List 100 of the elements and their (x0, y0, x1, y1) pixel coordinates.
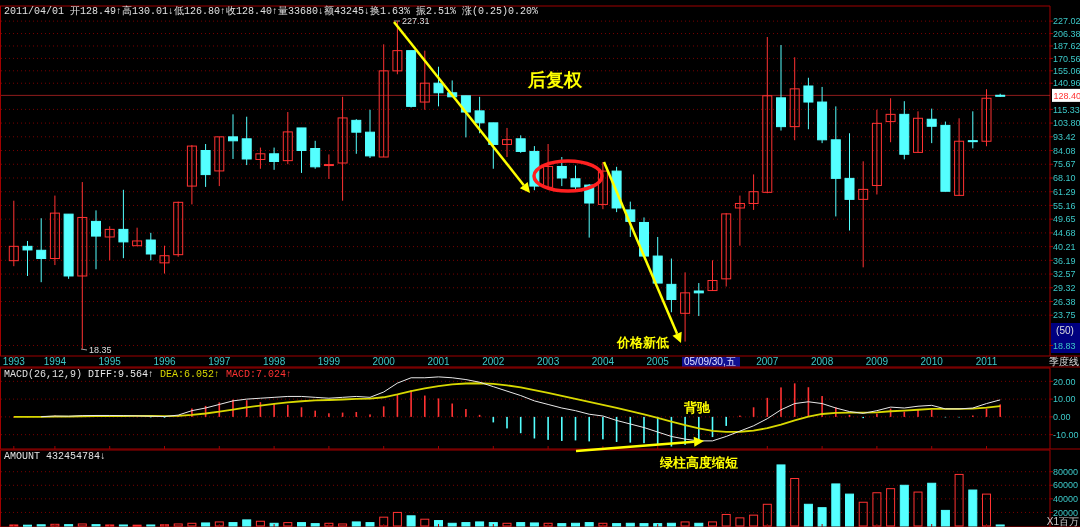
candlestick (91, 209, 101, 270)
y-tick-label: 140.96 (1053, 78, 1080, 89)
bar (242, 519, 252, 527)
bar (913, 491, 923, 527)
bar (160, 524, 169, 527)
bar (790, 478, 800, 527)
candlestick (666, 258, 677, 313)
candlestick (77, 181, 88, 350)
text: 季度线 (1049, 356, 1079, 367)
text: DIFF:9.564↑ (88, 369, 155, 380)
annotation: 227.31 (402, 16, 430, 26)
x-tick-label: 2005 (646, 356, 670, 367)
candlestick (693, 282, 704, 317)
bar (625, 522, 635, 527)
bar (872, 492, 882, 527)
x-tick-label: 2000 (372, 356, 396, 367)
annotation: 绿柱高度缩短 (659, 455, 738, 470)
bar (968, 489, 978, 527)
bar (214, 521, 224, 527)
y-tick-label: 32.57 (1053, 269, 1076, 280)
candlestick (186, 144, 197, 205)
y-tick-label: 49.65 (1053, 214, 1076, 225)
y-tick-label: 84.08 (1053, 145, 1076, 156)
candlestick (36, 217, 47, 283)
candlestick (351, 118, 362, 155)
candlestick (502, 127, 512, 158)
bar (571, 522, 580, 527)
y-tick-label: 170.56 (1053, 53, 1080, 64)
x-tick-label: 1999 (317, 356, 341, 367)
bar (201, 522, 211, 527)
bar (310, 523, 320, 527)
bar (927, 482, 937, 527)
y-tick-label: 44.68 (1053, 228, 1076, 239)
bar (708, 521, 717, 527)
candlestick (118, 189, 129, 259)
bar (365, 522, 375, 527)
bar (420, 518, 430, 527)
y-tick-label: 20.00 (1053, 376, 1076, 387)
annotation: 18.35 (89, 345, 112, 355)
candlestick (269, 147, 280, 171)
candlestick (858, 160, 869, 268)
candlestick (885, 97, 896, 143)
candlestick (967, 110, 978, 149)
candlestick (680, 271, 691, 343)
y-tick-label: 75.67 (1053, 159, 1076, 170)
bar (694, 522, 704, 527)
bar (255, 520, 265, 527)
bar (584, 522, 594, 527)
y-tick-label: 0.00 (1053, 412, 1071, 423)
bar (502, 522, 512, 527)
bar (529, 522, 539, 527)
candlestick (228, 113, 238, 160)
bar (324, 522, 334, 527)
x-tick-label: 2004 (591, 356, 615, 367)
candlestick (296, 127, 307, 174)
text: AMOUNT 432454784↓ (4, 451, 107, 462)
candlestick (365, 109, 375, 159)
bar (899, 484, 909, 527)
bar (392, 511, 402, 527)
y-tick-label: 40.21 (1053, 241, 1076, 252)
annotation: 后复权 (527, 70, 583, 90)
bar (379, 516, 389, 527)
bar (598, 522, 608, 527)
bar (543, 522, 553, 527)
y-tick-label: 23.75 (1053, 310, 1076, 321)
bar (173, 523, 183, 527)
x-tick-label: 2003 (536, 356, 560, 367)
candlestick (474, 96, 485, 134)
line-series (12, 382, 1002, 433)
candlestick (913, 110, 923, 153)
text: DEA:6.052↑ (160, 369, 221, 380)
y-tick-label: 60000 (1053, 480, 1079, 491)
y-tick-label: 36.19 (1053, 255, 1076, 266)
candlestick (556, 156, 567, 187)
candlestick (159, 245, 170, 275)
x-tick-label: 1994 (43, 356, 67, 367)
chart-subtitle: 2011/04/01 开128.49↑高130.01↓低126.80↑收128.40↑量33680↓额43245↓换1.63% 振2.51% 涨(0.25)0.20% (4, 5, 539, 17)
candlestick (844, 132, 855, 232)
bar (187, 522, 197, 527)
y-tick-label: 18.83 (1053, 340, 1076, 351)
bar (982, 493, 991, 527)
bar (228, 522, 238, 527)
bar (105, 524, 115, 527)
candlestick (8, 200, 19, 267)
bar (406, 515, 416, 527)
candlestick (132, 227, 143, 247)
candlestick (282, 111, 293, 165)
y-tick-label: -10.00 (1053, 429, 1079, 440)
bar (461, 522, 471, 527)
candlestick (255, 147, 266, 170)
text: 05/09/30,五 (684, 356, 736, 367)
y-tick-label: 187.62 (1053, 41, 1080, 52)
candlestick (721, 212, 732, 288)
bar (653, 523, 663, 527)
y-axis-title: X1百万 (1046, 516, 1079, 527)
y-tick-label: 155.06 (1053, 66, 1080, 76)
y-tick-label: 10.00 (1053, 394, 1076, 405)
y-tick-label: 227.02 (1053, 16, 1080, 27)
bar (612, 523, 622, 527)
bar (283, 522, 293, 527)
